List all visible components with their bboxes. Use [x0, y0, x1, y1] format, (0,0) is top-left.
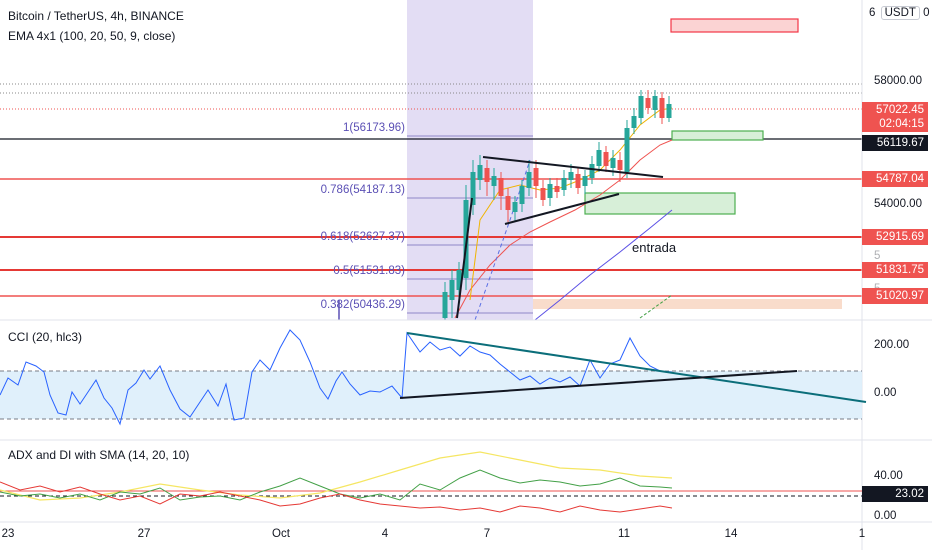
adx-indicator-label[interactable]: ADX and DI with SMA (14, 20, 10) — [8, 448, 190, 462]
ema-dashed-line — [474, 159, 531, 321]
candle-body[interactable] — [477, 165, 483, 180]
price-tag-current-value: 57022.45 — [876, 104, 924, 116]
time-label-23: 23 — [1, 528, 15, 540]
time-label-11: 11 — [618, 528, 630, 540]
adx-tick-40: 40.00 — [874, 470, 903, 482]
currency-area: 6 USDT 0 — [869, 6, 930, 25]
cci-indicator-label[interactable]: CCI (20, hlc3) — [8, 330, 83, 344]
di-minus-line — [0, 481, 673, 513]
candle-body[interactable] — [659, 98, 665, 118]
adx-line — [0, 451, 673, 501]
candle-body[interactable] — [547, 184, 553, 198]
candle-body[interactable] — [491, 176, 497, 186]
currency-button[interactable]: USDT — [880, 6, 920, 20]
price-tick-partial-1: 5 — [874, 250, 881, 262]
candle-body[interactable] — [442, 292, 448, 318]
price-tag-current: 57022.45 02:04:15 — [862, 102, 928, 132]
candle-body[interactable] — [540, 188, 546, 200]
candle-body[interactable] — [575, 174, 581, 188]
trendline-lower[interactable] — [504, 193, 620, 225]
ema-100-line — [639, 294, 673, 319]
zone-green-upper[interactable] — [671, 130, 764, 141]
target-zone-red[interactable] — [670, 18, 799, 33]
entrada-annotation[interactable]: entrada — [632, 240, 677, 255]
ema-50-line — [534, 209, 673, 321]
ema-9-line — [469, 107, 673, 301]
candle-body[interactable] — [610, 158, 616, 168]
currency-suffix: 0 — [923, 7, 930, 19]
time-label-7: 7 — [483, 528, 491, 540]
cci-trendline-upper[interactable] — [406, 332, 867, 403]
fib-label-0382: 0.382(50436.29) — [320, 299, 405, 311]
price-tick-54000: 54000.00 — [874, 198, 922, 210]
ema-20-line — [454, 139, 673, 319]
cci-trendline-lower[interactable] — [399, 370, 798, 399]
cci-tick-0: 0.00 — [874, 387, 897, 399]
price-tick-58000: 58000.00 — [874, 75, 922, 87]
adx-value-tag: 23.02 — [862, 486, 928, 502]
price-tag-52915: 52915.69 — [862, 229, 928, 245]
candle-body[interactable] — [456, 270, 462, 290]
adx-tick-0: 0.00 — [874, 510, 897, 522]
fib-label-0618: 0.618(52627.37) — [320, 231, 405, 243]
fib-label-1: 1(56173.96) — [342, 122, 405, 134]
candle-body[interactable] — [666, 104, 672, 118]
zone-orange — [533, 299, 842, 309]
candle-body[interactable] — [512, 202, 518, 212]
price-tag-51020: 51020.97 — [862, 288, 928, 304]
candle-body[interactable] — [561, 178, 567, 190]
candle-body[interactable] — [519, 186, 525, 204]
price-tag-54787: 54787.04 — [862, 171, 928, 187]
candle-body[interactable] — [638, 96, 644, 118]
time-label-oct: Oct — [272, 528, 290, 540]
candle-body[interactable] — [596, 150, 602, 166]
candle-body[interactable] — [554, 186, 560, 192]
symbol-title[interactable]: Bitcoin / TetherUS, 4h, BINANCE — [8, 9, 184, 23]
candle-body[interactable] — [470, 172, 476, 205]
cci-line — [0, 329, 673, 426]
candle-body[interactable] — [484, 168, 490, 182]
candle-body[interactable] — [624, 128, 630, 172]
fib-label-05: 0.5(51531.83) — [333, 265, 405, 277]
candle-body[interactable] — [533, 168, 539, 186]
breakout-line[interactable] — [456, 197, 473, 319]
fib-label-0786: 0.786(54187.13) — [320, 184, 405, 196]
candle-body[interactable] — [505, 196, 511, 210]
price-tag-51831: 51831.75 — [862, 262, 928, 278]
time-label-14: 14 — [724, 528, 738, 540]
candle-body[interactable] — [645, 98, 651, 108]
candle-body[interactable] — [652, 96, 658, 110]
candle-body[interactable] — [589, 164, 595, 178]
candle-body[interactable] — [603, 152, 609, 166]
candle-body[interactable] — [617, 160, 623, 170]
currency-prefix: 6 — [869, 7, 876, 19]
cci-tick-200: 200.00 — [874, 339, 910, 351]
candle-body[interactable] — [498, 178, 504, 196]
candle-body[interactable] — [631, 116, 637, 128]
time-label-1: 1 — [858, 528, 866, 540]
price-tag-56119: 56119.67 — [862, 135, 928, 151]
price-tag-countdown: 02:04:15 — [879, 118, 924, 130]
ema-indicator-label[interactable]: EMA 4x1 (100, 20, 50, 9, close) — [8, 29, 176, 43]
time-label-4: 4 — [381, 528, 389, 540]
time-label-27: 27 — [137, 528, 151, 540]
candle-body[interactable] — [526, 172, 532, 188]
candle-body[interactable] — [568, 172, 574, 180]
trendline-upper[interactable] — [482, 156, 664, 178]
candle-body[interactable] — [449, 280, 455, 300]
fib-retracement[interactable] — [407, 135, 533, 314]
candle-body[interactable] — [582, 176, 588, 186]
